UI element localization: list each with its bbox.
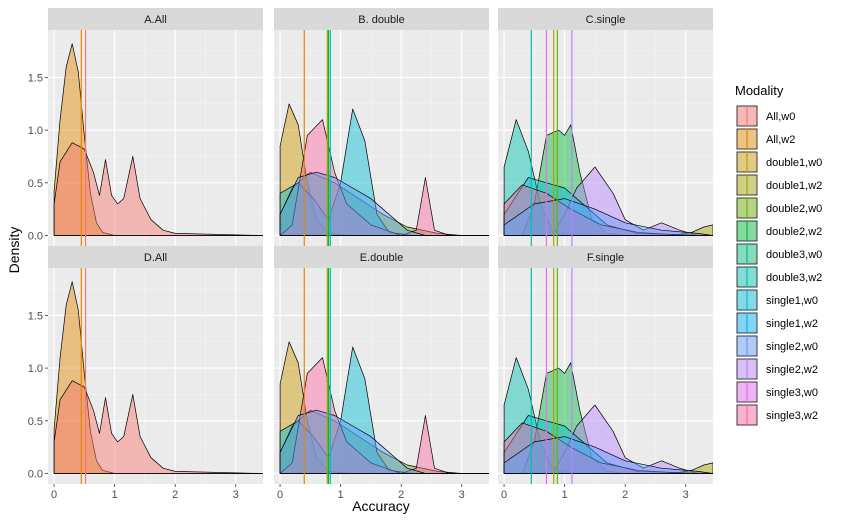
legend-label: double1,w0 bbox=[766, 157, 822, 169]
facet-panel: A.All 0.0 0.5 1.0 1.5 bbox=[28, 8, 263, 246]
x-tick-label: 2 bbox=[172, 489, 178, 501]
x-tick-label: 1 bbox=[338, 489, 344, 501]
facet-strip-label: D.All bbox=[144, 252, 167, 264]
panel-background bbox=[48, 30, 263, 246]
y-tick-label: 1.5 bbox=[28, 310, 43, 322]
x-tick-label: 0 bbox=[501, 489, 507, 501]
density-curves bbox=[279, 103, 489, 236]
y-tick-label: 0.0 bbox=[28, 468, 43, 480]
x-tick-label: 3 bbox=[459, 489, 465, 501]
legend-item: double2,w2 bbox=[736, 220, 822, 242]
legend-item: single1,w0 bbox=[736, 289, 818, 311]
facet-panel: F.single 0 1 2 3 bbox=[498, 246, 713, 501]
x-tick-label: 0 bbox=[51, 489, 57, 501]
x-tick-label: 3 bbox=[233, 489, 239, 501]
facet-strip-label: F.single bbox=[587, 252, 624, 264]
x-tick-label: 1 bbox=[112, 489, 118, 501]
legend-item: double1,w2 bbox=[736, 174, 822, 196]
legend-item: double2,w0 bbox=[736, 197, 822, 219]
x-tick-label: 1 bbox=[562, 489, 568, 501]
legend-title: Modality bbox=[735, 83, 784, 98]
density-curves bbox=[279, 341, 489, 474]
legend-label: double2,w0 bbox=[766, 203, 822, 215]
facet-strip bbox=[48, 8, 263, 30]
x-tick-label: 2 bbox=[622, 489, 628, 501]
legend-item: single1,w2 bbox=[736, 312, 818, 334]
density-curve bbox=[503, 177, 713, 236]
density-curve bbox=[279, 357, 489, 474]
legend-item: single3,w0 bbox=[736, 381, 818, 403]
y-tick-label: 1.0 bbox=[28, 363, 43, 375]
legend-item: single2,w2 bbox=[736, 358, 818, 380]
legend-label: single3,w2 bbox=[766, 410, 818, 422]
y-tick-label: 1.0 bbox=[28, 125, 43, 137]
density-curves bbox=[503, 357, 713, 474]
panel-background bbox=[498, 268, 713, 484]
facet-strip bbox=[274, 8, 489, 30]
legend-label: single1,w2 bbox=[766, 318, 818, 330]
facet-strip-label: C.single bbox=[586, 14, 626, 26]
y-tick-label: 1.5 bbox=[28, 72, 43, 84]
panel-background bbox=[48, 268, 263, 484]
legend-item: single2,w0 bbox=[736, 335, 818, 357]
y-tick-label: 0.5 bbox=[28, 178, 43, 190]
density-curve bbox=[503, 415, 713, 474]
panel-background bbox=[274, 268, 489, 484]
facet-panel: E.double 0 1 2 3 bbox=[274, 246, 489, 501]
density-curve bbox=[503, 198, 713, 236]
facet-strip bbox=[274, 246, 489, 268]
y-axis-title: Density bbox=[6, 227, 22, 274]
legend: All,w0 All,w2 double1,w0 double1,w2 double2,… bbox=[736, 105, 822, 426]
legend-label: single3,w0 bbox=[766, 387, 818, 399]
facet-panel: B. double bbox=[274, 8, 489, 246]
facet-strip bbox=[498, 246, 713, 268]
x-tick-label: 2 bbox=[398, 489, 404, 501]
legend-label: double2,w2 bbox=[766, 226, 822, 238]
x-tick-label: 3 bbox=[683, 489, 689, 501]
legend-item: All,w0 bbox=[736, 105, 795, 127]
y-tick-label: 0.5 bbox=[28, 416, 43, 428]
density-curves bbox=[503, 119, 713, 236]
density-curves bbox=[53, 281, 263, 474]
density-curve bbox=[279, 409, 489, 474]
legend-label: double3,w0 bbox=[766, 249, 822, 261]
facet-panel: D.All 0.0 0.5 1.0 1.5 0 1 2 3 bbox=[28, 246, 263, 501]
facet-strip-label: E.double bbox=[360, 252, 403, 264]
legend-label: single1,w0 bbox=[766, 295, 818, 307]
density-curve bbox=[503, 436, 713, 474]
facet-strip-label: B. double bbox=[358, 14, 404, 26]
facet-strip bbox=[48, 246, 263, 268]
legend-label: All,w2 bbox=[766, 134, 795, 146]
legend-item: All,w2 bbox=[736, 128, 795, 150]
facet-panels: A.All 0.0 0.5 1.0 1.5 B. double C.single D.All 0… bbox=[28, 8, 713, 501]
facet-strip bbox=[498, 8, 713, 30]
facet-strip-label: A.All bbox=[144, 14, 167, 26]
density-curves bbox=[53, 43, 263, 236]
legend-label: double1,w2 bbox=[766, 180, 822, 192]
density-curve bbox=[279, 119, 489, 236]
legend-label: single2,w0 bbox=[766, 341, 818, 353]
panel-background bbox=[274, 30, 489, 246]
x-tick-label: 0 bbox=[277, 489, 283, 501]
density-curve bbox=[279, 171, 489, 236]
legend-item: double1,w0 bbox=[736, 151, 822, 173]
facet-panel: C.single bbox=[498, 8, 713, 246]
density-curve bbox=[53, 142, 263, 236]
legend-label: double3,w2 bbox=[766, 272, 822, 284]
legend-label: All,w0 bbox=[766, 111, 795, 123]
legend-item: single3,w2 bbox=[736, 404, 818, 426]
legend-item: double3,w2 bbox=[736, 266, 822, 288]
x-axis-title: Accuracy bbox=[352, 498, 410, 514]
panel-background bbox=[498, 30, 713, 246]
density-curve bbox=[53, 380, 263, 474]
legend-label: single2,w2 bbox=[766, 364, 818, 376]
legend-item: double3,w0 bbox=[736, 243, 822, 265]
y-tick-label: 0.0 bbox=[28, 230, 43, 242]
